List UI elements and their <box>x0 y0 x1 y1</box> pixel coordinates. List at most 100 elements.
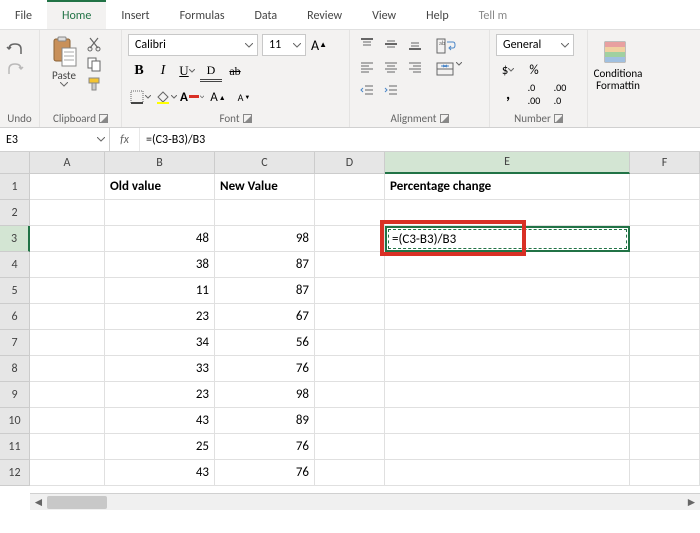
menu-tab-file[interactable]: File <box>0 0 47 29</box>
cell-B7[interactable]: 34 <box>105 330 215 356</box>
double-underline-button[interactable]: D <box>200 60 222 82</box>
scroll-thumb[interactable] <box>47 496 107 509</box>
cell-C8[interactable]: 76 <box>215 356 315 382</box>
cell-A5[interactable] <box>30 278 105 304</box>
redo-icon[interactable] <box>6 62 24 76</box>
cell-E5[interactable] <box>385 278 630 304</box>
cell-F11[interactable] <box>630 434 700 460</box>
cell-E9[interactable] <box>385 382 630 408</box>
cell-F7[interactable] <box>630 330 700 356</box>
align-left-button[interactable] <box>356 57 378 77</box>
cell-D3[interactable] <box>315 226 385 252</box>
cell-F4[interactable] <box>630 252 700 278</box>
cell-A12[interactable] <box>30 460 105 486</box>
menu-tab-home[interactable]: Home <box>47 0 106 29</box>
font-size-select[interactable]: 11 <box>262 34 306 56</box>
alignment-expand-icon[interactable] <box>440 114 449 123</box>
cell-A1[interactable] <box>30 174 105 200</box>
cell-A4[interactable] <box>30 252 105 278</box>
cell-C1[interactable]: New Value <box>215 174 315 200</box>
cell-B1[interactable]: Old value <box>105 174 215 200</box>
indent-increase-button[interactable] <box>380 80 402 100</box>
row-header-8[interactable]: 8 <box>0 356 30 382</box>
cell-D4[interactable] <box>315 252 385 278</box>
cell-D6[interactable] <box>315 304 385 330</box>
cell-A10[interactable] <box>30 408 105 434</box>
cell-B2[interactable] <box>105 200 215 226</box>
row-header-7[interactable]: 7 <box>0 330 30 356</box>
cell-A6[interactable] <box>30 304 105 330</box>
number-expand-icon[interactable] <box>554 114 563 123</box>
merge-button[interactable] <box>436 62 462 76</box>
cell-A3[interactable] <box>30 226 105 252</box>
column-header-A[interactable]: A <box>30 152 105 174</box>
cell-F3[interactable] <box>630 226 700 252</box>
scroll-right-icon[interactable]: ► <box>683 494 700 511</box>
align-bottom-button[interactable] <box>404 34 426 54</box>
font-color-button[interactable]: A <box>180 86 204 108</box>
cell-A8[interactable] <box>30 356 105 382</box>
scroll-left-icon[interactable]: ◄ <box>30 494 47 511</box>
fx-icon[interactable]: fx <box>110 128 140 151</box>
format-painter-icon[interactable] <box>86 76 102 92</box>
menu-tab-insert[interactable]: Insert <box>106 0 164 29</box>
cell-A2[interactable] <box>30 200 105 226</box>
column-header-D[interactable]: D <box>315 152 385 174</box>
cell-B9[interactable]: 23 <box>105 382 215 408</box>
font-expand-icon[interactable] <box>243 114 252 123</box>
font-name-select[interactable]: Calibri <box>128 34 258 56</box>
decrease-decimal-button[interactable]: .00.0 <box>548 84 572 104</box>
cell-F8[interactable] <box>630 356 700 382</box>
percent-button[interactable]: % <box>522 60 546 80</box>
bold-button[interactable]: B <box>128 60 150 82</box>
cell-A9[interactable] <box>30 382 105 408</box>
row-header-9[interactable]: 9 <box>0 382 30 408</box>
cell-B11[interactable]: 25 <box>105 434 215 460</box>
cell-E2[interactable] <box>385 200 630 226</box>
font-grow-button[interactable]: A▲ <box>206 86 230 108</box>
cell-C4[interactable]: 87 <box>215 252 315 278</box>
cell-D11[interactable] <box>315 434 385 460</box>
cell-D9[interactable] <box>315 382 385 408</box>
cell-E11[interactable] <box>385 434 630 460</box>
cell-B12[interactable]: 43 <box>105 460 215 486</box>
column-header-E[interactable]: E <box>385 152 630 174</box>
cell-C2[interactable] <box>215 200 315 226</box>
row-header-1[interactable]: 1 <box>0 174 30 200</box>
cell-F2[interactable] <box>630 200 700 226</box>
cell-D2[interactable] <box>315 200 385 226</box>
cell-E10[interactable] <box>385 408 630 434</box>
row-header-10[interactable]: 10 <box>0 408 30 434</box>
cell-D7[interactable] <box>315 330 385 356</box>
cell-F5[interactable] <box>630 278 700 304</box>
fill-color-button[interactable] <box>154 86 178 108</box>
cut-icon[interactable] <box>86 36 102 52</box>
menu-tab-data[interactable]: Data <box>240 0 293 29</box>
row-header-6[interactable]: 6 <box>0 304 30 330</box>
row-header-2[interactable]: 2 <box>0 200 30 226</box>
menu-tab-formulas[interactable]: Formulas <box>165 0 240 29</box>
cell-E12[interactable] <box>385 460 630 486</box>
cell-C6[interactable]: 67 <box>215 304 315 330</box>
select-all-corner[interactable] <box>0 152 30 174</box>
cell-C9[interactable]: 98 <box>215 382 315 408</box>
row-header-11[interactable]: 11 <box>0 434 30 460</box>
column-header-F[interactable]: F <box>630 152 700 174</box>
menu-tab-review[interactable]: Review <box>292 0 357 29</box>
cell-C12[interactable]: 76 <box>215 460 315 486</box>
number-format-select[interactable]: General <box>496 34 574 56</box>
cell-E7[interactable] <box>385 330 630 356</box>
cell-E6[interactable] <box>385 304 630 330</box>
cell-F10[interactable] <box>630 408 700 434</box>
cell-E1[interactable]: Percentage change <box>385 174 630 200</box>
font-shrink-button[interactable]: A▼ <box>232 86 256 108</box>
cell-C10[interactable]: 89 <box>215 408 315 434</box>
cell-B10[interactable]: 43 <box>105 408 215 434</box>
comma-button[interactable]: , <box>496 84 520 104</box>
undo-icon[interactable] <box>6 42 24 56</box>
cell-C11[interactable]: 76 <box>215 434 315 460</box>
cell-E8[interactable] <box>385 356 630 382</box>
cell-E3[interactable]: =(C3-B3)/B3 <box>385 226 630 252</box>
align-center-button[interactable] <box>380 57 402 77</box>
increase-decimal-button[interactable]: .0.00 <box>522 84 546 104</box>
